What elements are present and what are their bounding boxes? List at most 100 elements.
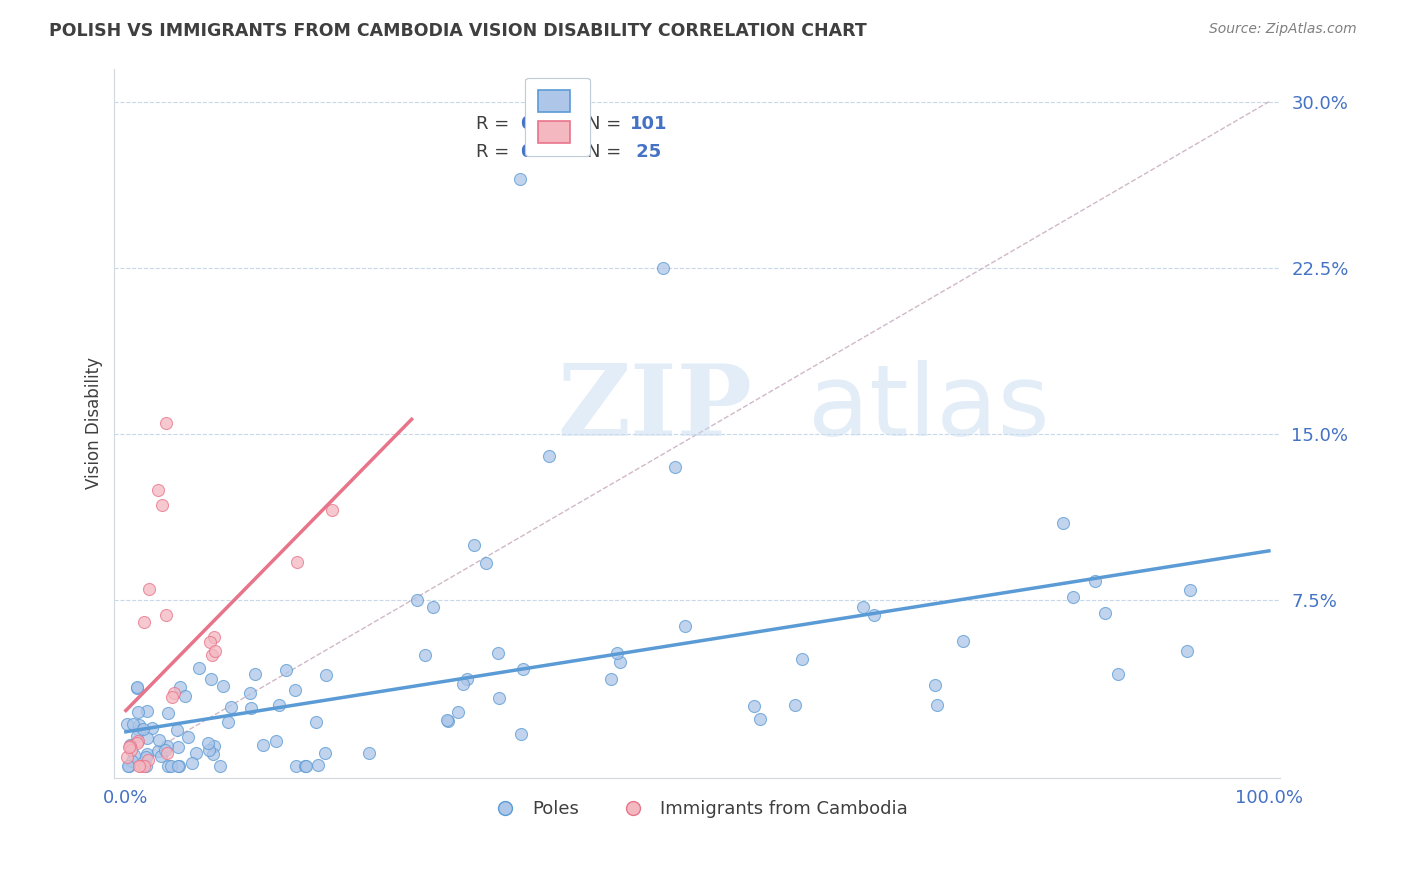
Point — [197, 743, 219, 757]
Point — [118, 739, 141, 754]
Text: 0.280: 0.280 — [520, 114, 576, 133]
Point — [121, 742, 143, 756]
Point — [169, 759, 191, 773]
Point — [148, 733, 170, 747]
Point — [673, 619, 696, 633]
Point — [127, 705, 149, 719]
Point — [132, 722, 155, 736]
Point — [436, 713, 458, 727]
Point — [211, 679, 233, 693]
Point — [169, 680, 191, 694]
Point — [135, 731, 157, 745]
Point — [118, 738, 141, 752]
Point — [128, 723, 150, 738]
Point — [163, 686, 186, 700]
Legend: Poles, Immigrants from Cambodia: Poles, Immigrants from Cambodia — [479, 793, 915, 825]
Point — [451, 677, 474, 691]
Point — [1094, 607, 1116, 621]
Point — [269, 698, 291, 712]
Point — [240, 700, 263, 714]
Point — [221, 700, 243, 714]
Point — [156, 759, 179, 773]
Point — [134, 615, 156, 630]
Point — [127, 734, 149, 748]
Point — [160, 690, 183, 705]
Point — [295, 759, 318, 773]
Point — [125, 680, 148, 694]
Point — [512, 662, 534, 676]
Point — [852, 599, 875, 614]
Point — [284, 759, 307, 773]
Text: POLISH VS IMMIGRANTS FROM CAMBODIA VISION DISABILITY CORRELATION CHART: POLISH VS IMMIGRANTS FROM CAMBODIA VISIO… — [49, 22, 868, 40]
Point — [359, 746, 381, 760]
Point — [600, 672, 623, 686]
Point — [124, 747, 146, 762]
Point — [135, 747, 157, 762]
Text: ZIP: ZIP — [557, 360, 752, 458]
Point — [321, 503, 343, 517]
Text: 25: 25 — [630, 143, 661, 161]
Text: 0.816: 0.816 — [520, 143, 576, 161]
Point — [437, 714, 460, 728]
Point — [156, 746, 179, 760]
Point — [118, 739, 141, 753]
Point — [149, 749, 172, 764]
Point — [127, 736, 149, 750]
Point — [285, 555, 308, 569]
Point — [127, 681, 149, 696]
Text: R =: R = — [475, 114, 515, 133]
Point — [924, 678, 946, 692]
Point — [136, 753, 159, 767]
Point — [128, 718, 150, 732]
Point — [122, 717, 145, 731]
Point — [456, 672, 478, 686]
Point — [510, 726, 533, 740]
Point — [155, 607, 177, 622]
Point — [1175, 644, 1198, 658]
Text: N =: N = — [586, 114, 627, 133]
Point — [167, 759, 190, 773]
Point — [202, 739, 225, 753]
Point — [209, 759, 232, 773]
Point — [305, 714, 328, 729]
Point — [121, 754, 143, 768]
Point — [129, 759, 152, 773]
Point — [509, 172, 531, 186]
Point — [134, 749, 156, 764]
Y-axis label: Vision Disability: Vision Disability — [86, 357, 103, 489]
Point — [115, 717, 138, 731]
Point — [128, 759, 150, 773]
Point — [243, 666, 266, 681]
Point — [127, 729, 149, 743]
Point — [463, 538, 485, 552]
Point — [1180, 582, 1202, 597]
Point — [117, 759, 139, 773]
Point — [202, 631, 225, 645]
Point — [606, 646, 628, 660]
Point — [200, 634, 222, 648]
Point — [153, 743, 176, 757]
Point — [1084, 574, 1107, 588]
Point — [952, 634, 974, 648]
Point — [202, 747, 225, 761]
Point — [742, 698, 765, 713]
Text: R =: R = — [475, 143, 515, 161]
Point — [488, 690, 510, 705]
Point — [486, 646, 509, 660]
Point — [200, 672, 222, 686]
Point — [447, 705, 470, 719]
Point — [135, 759, 157, 773]
Point — [537, 450, 560, 464]
Point — [315, 668, 337, 682]
Point — [200, 648, 222, 662]
Point — [863, 608, 886, 623]
Point — [187, 661, 209, 675]
Point — [173, 689, 195, 703]
Point — [157, 706, 180, 720]
Point — [475, 556, 498, 570]
Point — [138, 582, 160, 597]
Point — [415, 648, 437, 662]
Point — [204, 644, 226, 658]
Point — [186, 746, 208, 760]
Point — [314, 746, 336, 760]
